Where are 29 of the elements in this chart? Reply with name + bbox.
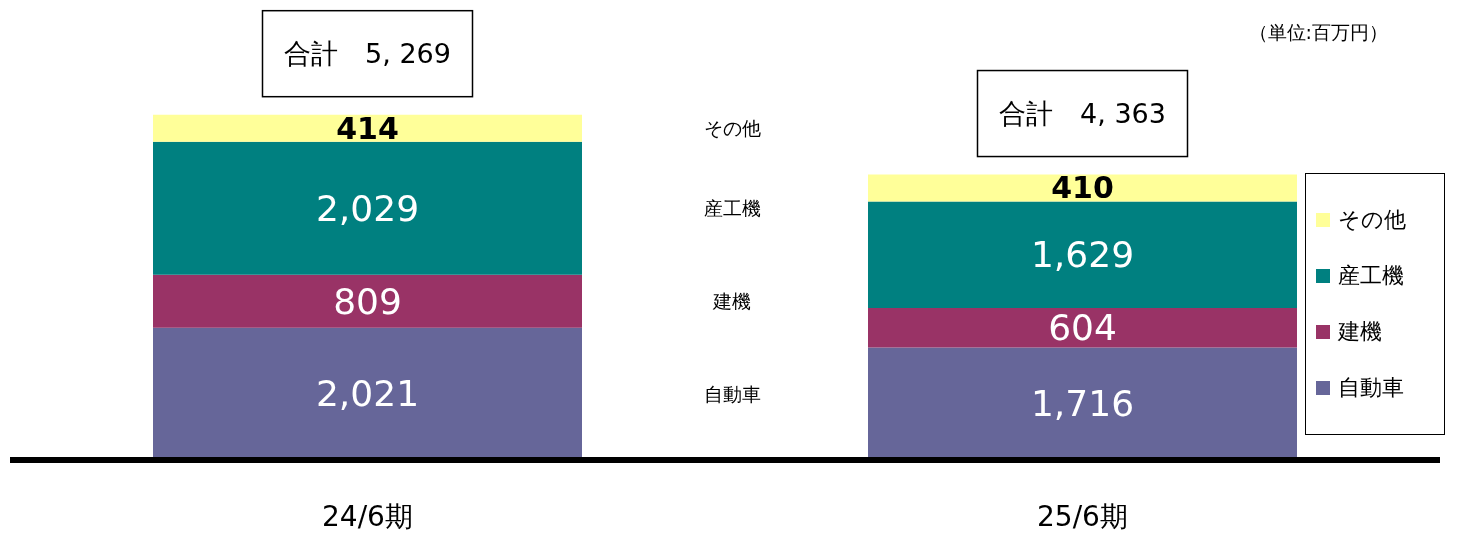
text: その他	[703, 117, 761, 140]
data-label: 2,021	[315, 373, 420, 415]
legend-label: 建機	[1338, 318, 1382, 346]
total-label: 合計 5, 269	[284, 38, 451, 70]
legend-label: その他	[1338, 206, 1406, 234]
x-tick-label: 24/6期	[322, 499, 413, 533]
text: 自動車	[703, 382, 761, 405]
bar	[868, 174, 1297, 202]
bar	[153, 274, 582, 328]
bar	[868, 347, 1297, 460]
data-label: 604	[1048, 307, 1117, 349]
data-label: 1,716	[1030, 383, 1135, 425]
bar	[153, 114, 582, 142]
data-label: 1,629	[1030, 234, 1135, 276]
data-label: 414	[336, 110, 399, 146]
legend-label: 産工機	[1338, 262, 1404, 290]
total-label: 合計 4, 363	[999, 98, 1166, 130]
data-label: 809	[333, 280, 402, 322]
bar	[868, 201, 1297, 309]
data-label: 410	[1051, 170, 1114, 206]
bar	[153, 327, 582, 460]
text: 産工機	[703, 197, 761, 220]
bar	[868, 308, 1297, 348]
x-tick-label: 25/6期	[1037, 499, 1128, 533]
text: 建機	[713, 290, 752, 313]
legend-label: 自動車	[1338, 374, 1404, 402]
bar	[153, 141, 582, 275]
text: （単位:百万円）	[1248, 20, 1388, 45]
data-label: 2,029	[315, 187, 420, 229]
